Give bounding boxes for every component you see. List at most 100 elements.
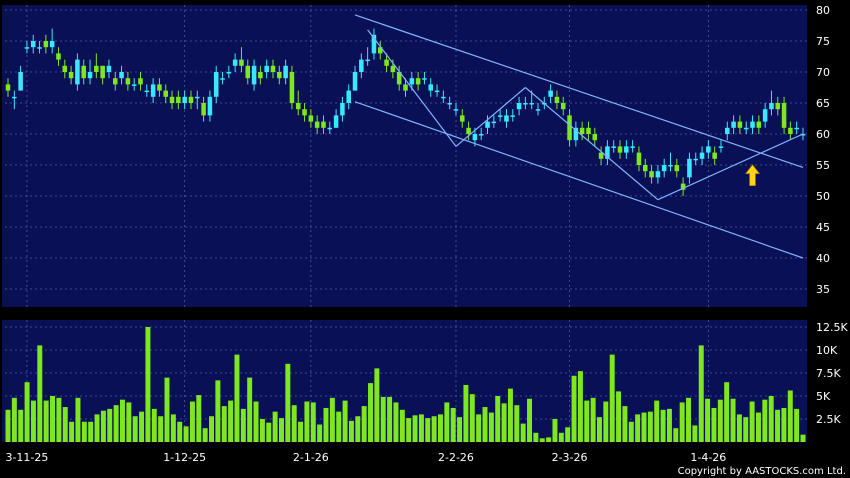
candle-body: [49, 41, 55, 48]
candle-body: [725, 127, 730, 134]
candle-body: [30, 41, 36, 48]
candle-body: [94, 65, 99, 72]
candle-body: [371, 34, 377, 54]
volume-bar: [368, 383, 374, 442]
volume-bar: [11, 397, 17, 442]
candle-body: [213, 72, 219, 97]
candle-body: [43, 41, 49, 48]
x-tick-label: 2-1-26: [293, 451, 329, 464]
channel-upper-line: [354, 14, 804, 169]
candle-body: [138, 78, 143, 85]
x-axis: 3-11-25 1-12-25 2-1-26 2-2-26 2-3-26 1-4-26: [5, 451, 726, 464]
candle-body: [68, 72, 74, 79]
volume-bar: [507, 388, 513, 442]
price-tick-label: 45: [816, 221, 830, 234]
candle-body: [680, 183, 686, 190]
volume-bar: [272, 411, 278, 442]
volume-bar: [768, 396, 774, 442]
volume-bar: [482, 407, 488, 442]
volume-tick-label: 10K: [816, 344, 838, 357]
candle-body: [441, 96, 446, 99]
candle-body: [302, 109, 307, 116]
candle-body: [62, 65, 68, 72]
volume-bar: [348, 420, 354, 442]
volume-bar: [654, 400, 660, 442]
candle-body: [56, 53, 61, 60]
price-tick-label: 55: [816, 159, 830, 172]
volume-bar: [514, 405, 520, 442]
volume-bar: [558, 432, 564, 442]
volume-grid: [5, 320, 807, 442]
volume-bar: [234, 354, 240, 442]
price-panel-background: [2, 5, 807, 307]
candle-body: [308, 115, 314, 122]
candle-body: [460, 115, 465, 122]
volume-bar: [278, 418, 284, 442]
volume-y-axis: 12.5K 10K 7.5K 5K 2.5K: [816, 321, 848, 426]
candle-body: [491, 121, 497, 124]
candle-body: [377, 47, 383, 54]
candle-body: [176, 96, 181, 103]
volume-bar: [247, 377, 253, 442]
price-tick-label: 40: [816, 252, 830, 265]
candle-body: [579, 127, 585, 134]
trend-lines: [354, 14, 804, 259]
volume-bar: [24, 382, 30, 442]
volume-bar: [425, 418, 431, 442]
volume-bar: [692, 425, 698, 442]
candle-body: [245, 65, 251, 79]
candle-body: [157, 84, 162, 91]
volume-bar: [641, 412, 647, 442]
candle-body: [359, 59, 364, 72]
candle-body: [150, 84, 156, 97]
volume-bar: [228, 400, 234, 442]
volume-bars: [5, 327, 806, 442]
volume-tick-label: 7.5K: [816, 367, 841, 380]
volume-bar: [310, 402, 316, 442]
volume-bar: [596, 417, 602, 442]
candle-body: [163, 90, 169, 97]
candle-body: [207, 96, 213, 116]
volume-bar: [431, 416, 437, 442]
x-tick-label: 1-12-25: [163, 451, 206, 464]
volume-bar: [18, 409, 24, 442]
volume-bar: [749, 401, 755, 442]
volume-bar: [253, 401, 259, 442]
volume-bar: [209, 416, 215, 442]
candle-body: [769, 103, 774, 110]
candle-body: [384, 59, 389, 66]
candle-body: [422, 78, 427, 80]
candle-body: [327, 127, 333, 130]
candle-body: [573, 127, 579, 141]
volume-bar: [412, 415, 418, 442]
volume-bar: [781, 407, 787, 442]
candle-body: [390, 65, 396, 72]
candle-body: [592, 134, 598, 141]
volume-bar: [647, 411, 653, 442]
candle-body: [794, 127, 799, 130]
candle-body: [781, 103, 787, 128]
volume-bar: [660, 409, 666, 442]
volume-bar: [69, 421, 75, 442]
candle-body: [119, 72, 124, 79]
volume-bar: [679, 402, 685, 442]
x-tick-label: 3-11-25: [5, 451, 48, 464]
candle-body: [314, 121, 320, 128]
candle-body: [125, 78, 131, 85]
copyright-text: Copyright by AASTOCKS.com Ltd.: [678, 466, 846, 477]
candle-body: [775, 103, 781, 110]
candle-body: [472, 134, 478, 141]
volume-bar: [450, 407, 456, 442]
volume-bar: [571, 375, 577, 442]
volume-bar: [62, 407, 68, 442]
volume-bar: [406, 418, 412, 442]
volume-bar: [577, 371, 583, 442]
candle-body: [718, 146, 724, 148]
volume-bar: [609, 354, 615, 442]
volume-bar: [705, 398, 711, 442]
volume-bar: [336, 411, 342, 442]
candle-body: [706, 146, 711, 153]
volume-bar: [527, 398, 533, 442]
volume-bar: [698, 345, 704, 442]
volume-bar: [151, 408, 157, 442]
